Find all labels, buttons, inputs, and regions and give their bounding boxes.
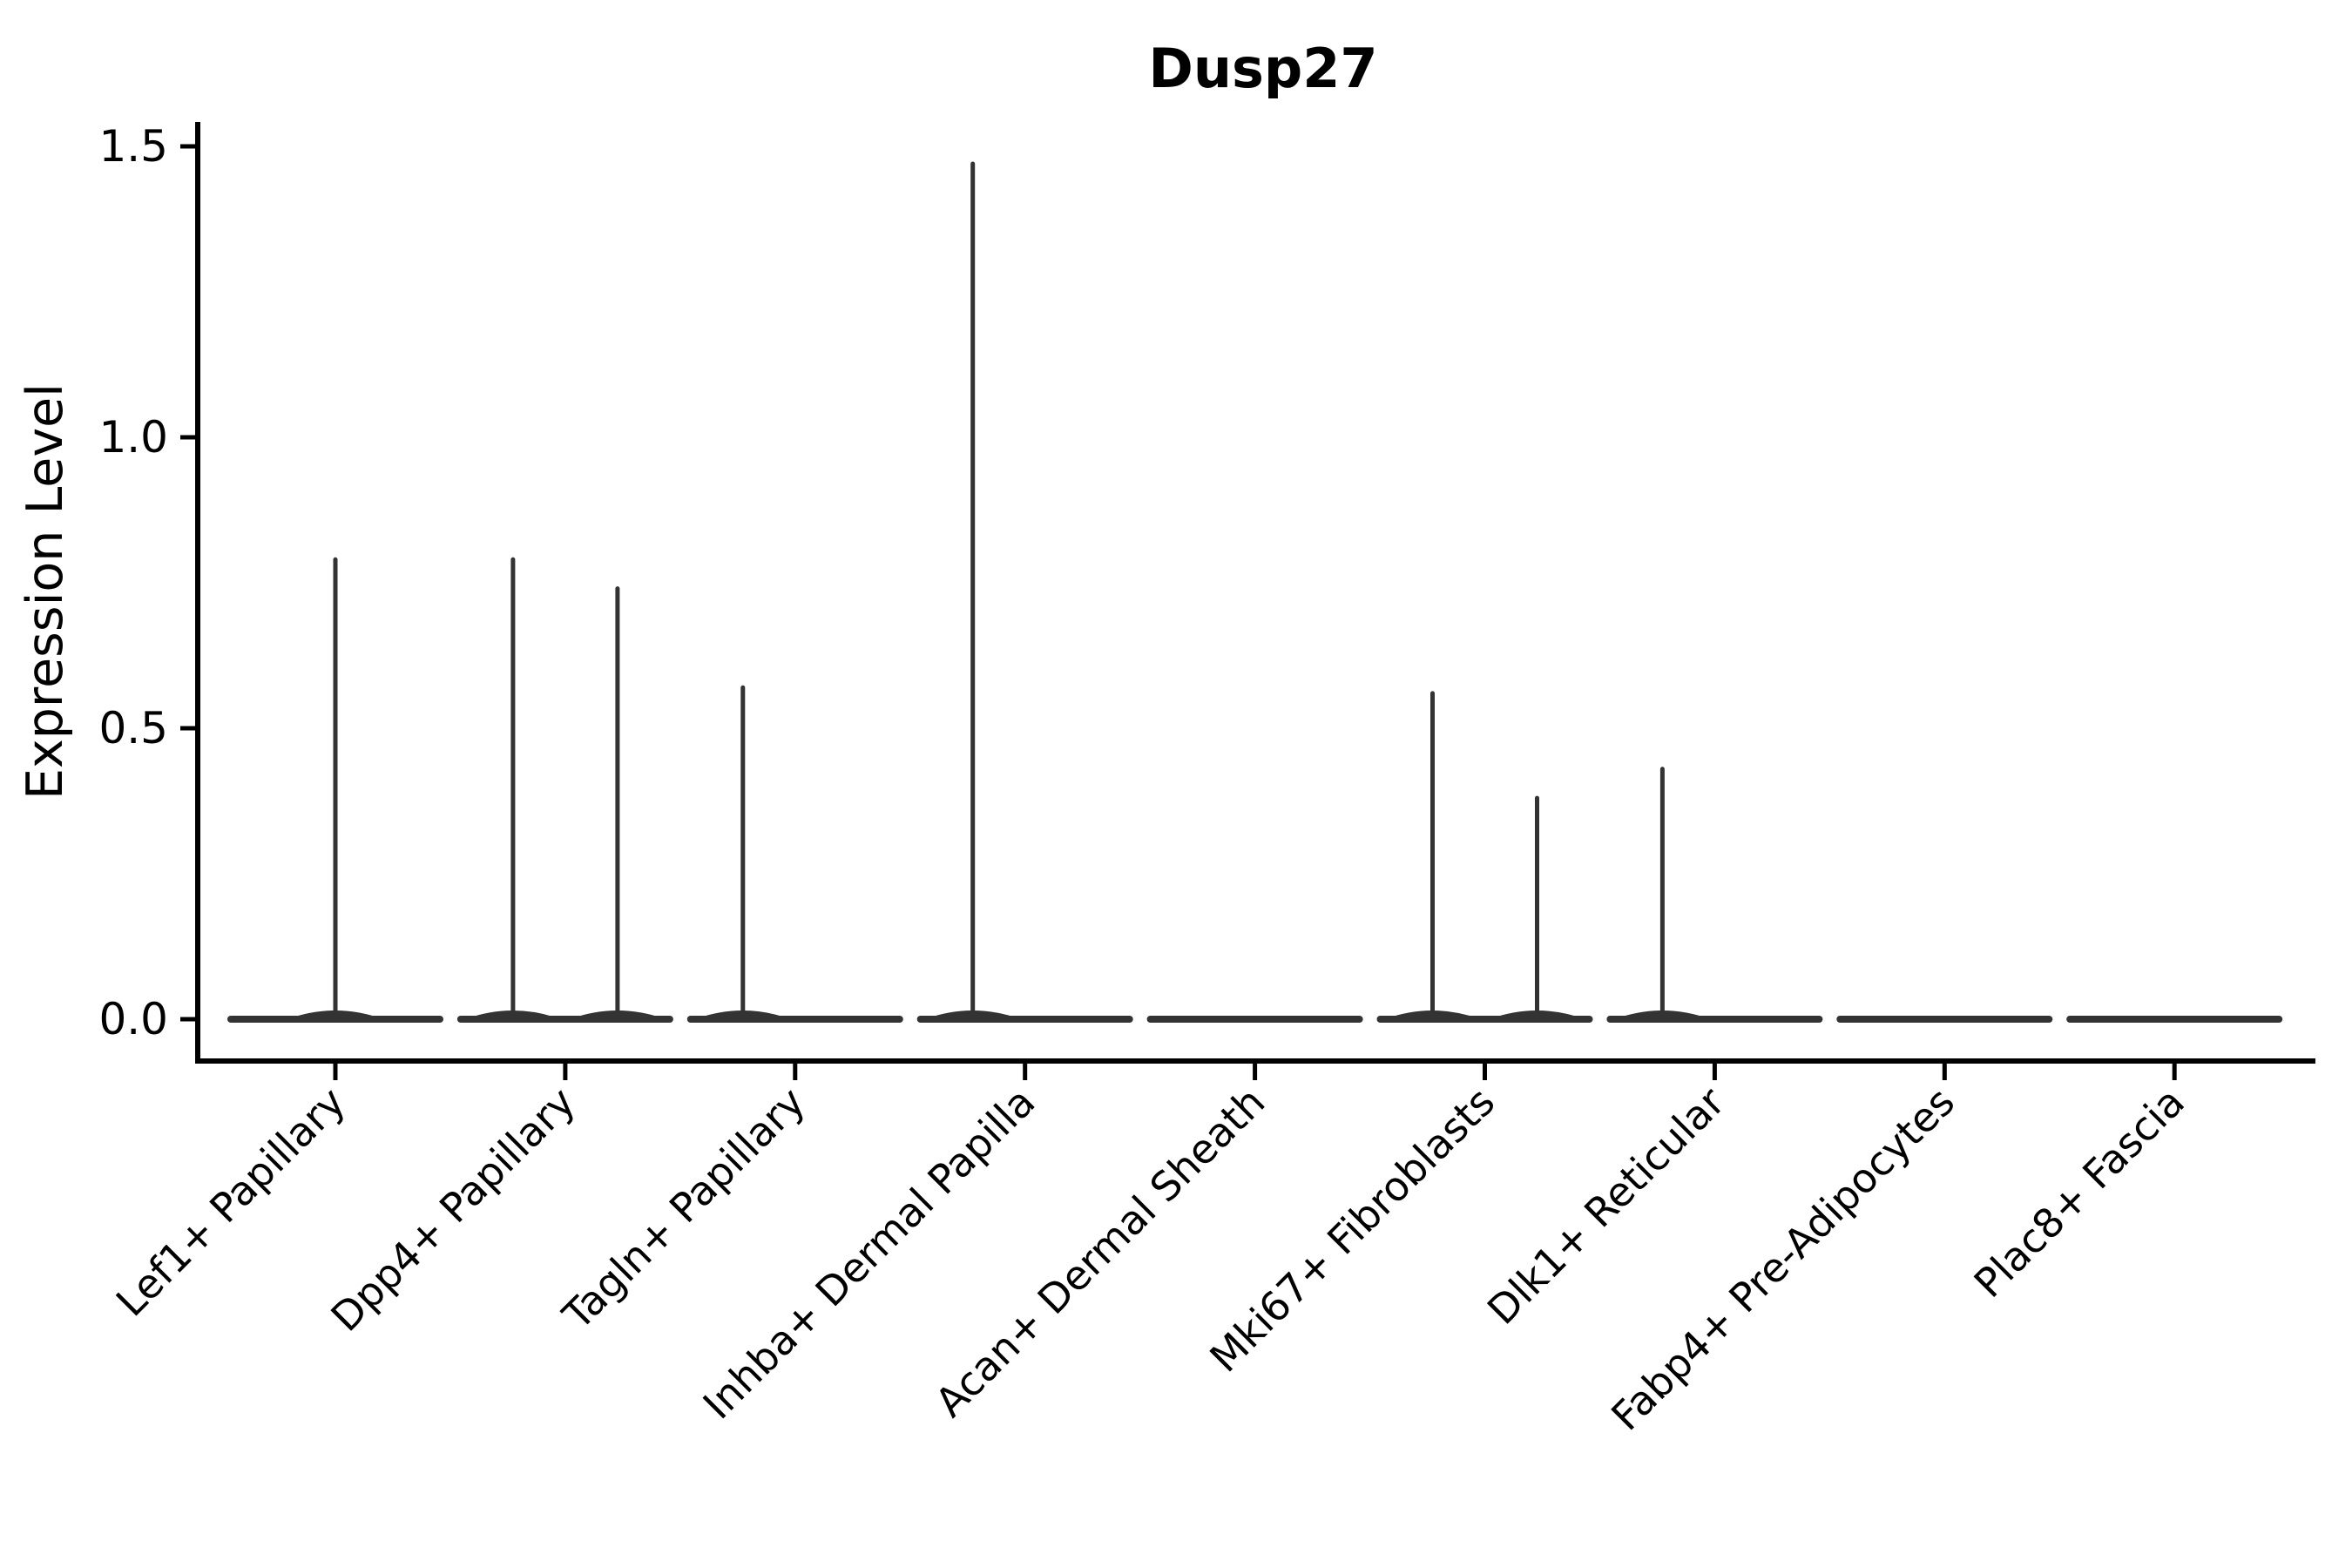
- x-tick-label: Lef1+ Papillary: [107, 1078, 355, 1326]
- x-tick-label: Plac8+ Fascia: [1965, 1078, 2193, 1307]
- y-axis-label: Expression Level: [17, 383, 74, 800]
- chart-title: Dusp27: [1148, 37, 1377, 100]
- violin: [1606, 767, 1823, 1023]
- violin: [686, 685, 903, 1023]
- y-tick-label: 1.0: [98, 412, 168, 463]
- x-tick-label: Dlk1+ Reticular: [1478, 1078, 1734, 1334]
- violin: [227, 557, 443, 1023]
- violin: [916, 161, 1133, 1023]
- violin: [456, 557, 673, 1023]
- x-tick-label: Tagln+ Papillary: [553, 1078, 814, 1340]
- y-tick-label: 0.5: [98, 703, 168, 754]
- y-tick-label: 0.0: [98, 994, 168, 1044]
- violin: [1376, 691, 1593, 1023]
- x-tick-label: Dpp4+ Papillary: [321, 1078, 584, 1341]
- y-tick-label: 1.5: [98, 121, 168, 172]
